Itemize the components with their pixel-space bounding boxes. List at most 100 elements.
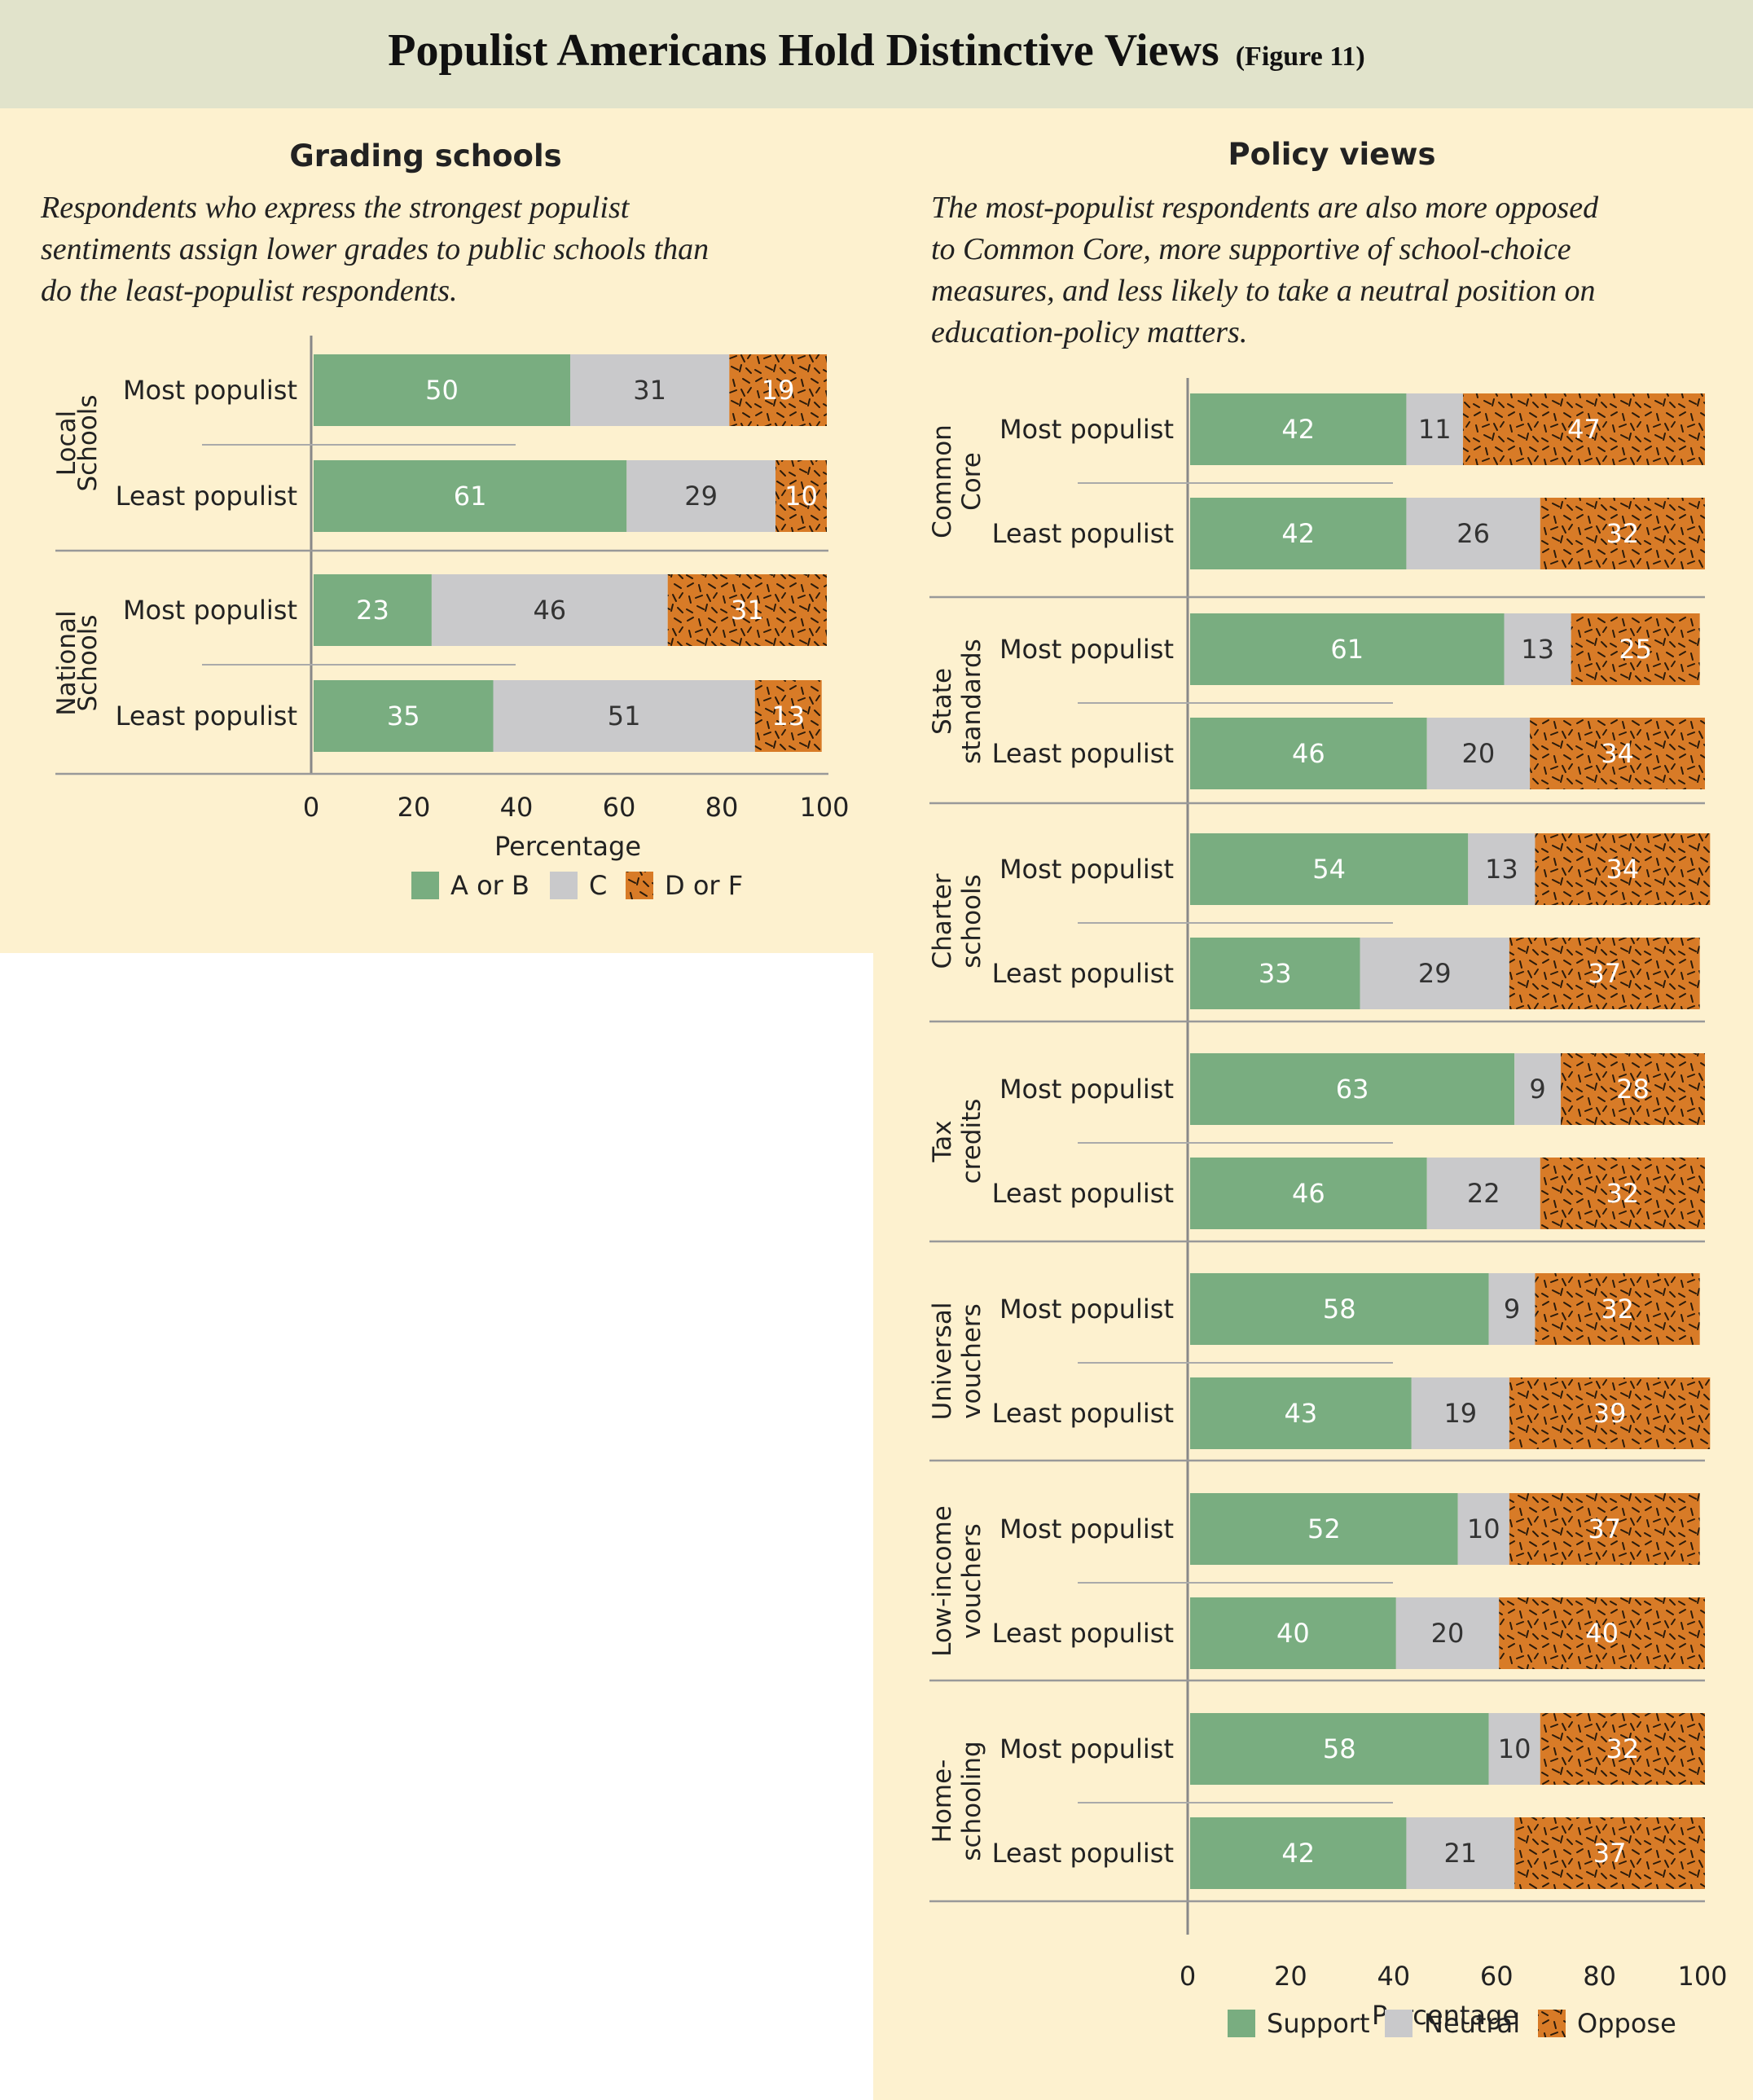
data-label: 58 [1323,1733,1356,1764]
bar-segment [1535,833,1711,905]
bar-segment [1190,938,1360,1009]
bar-segment [1426,1158,1540,1229]
row-label: Most populist [1000,1074,1174,1105]
data-label: 10 [1498,1733,1531,1764]
data-label: 46 [533,595,566,626]
bar-segment [431,574,668,646]
bar-segment [729,354,827,426]
bar-segment [667,574,827,646]
right-subtitle-line: to Common Core, more supportive of schoo… [931,232,1571,266]
figure-header: Populist Americans Hold Distinctive View… [0,0,1753,108]
data-label: 46 [1292,1178,1325,1209]
bar-segment [775,460,827,532]
right-subtitle-line: education-policy matters. [931,315,1248,349]
bar-segment [1509,938,1700,1009]
row-label: Least populist [992,1178,1174,1209]
group-label: schools [957,874,986,969]
data-label: 34 [1601,738,1634,769]
legend-label: Support [1267,2008,1370,2039]
legend-swatch [626,872,653,899]
left-subtitle-line: sentiments assign lower grades to public… [41,232,710,266]
bar-segment [1190,718,1427,789]
data-label: 40 [1585,1618,1619,1649]
data-label: 13 [1485,854,1518,885]
bar-segment [1360,938,1509,1009]
row-label: Least populist [992,738,1174,769]
data-label: 32 [1606,1178,1640,1209]
bar-segment [493,680,755,752]
bar-segment [1190,1493,1458,1565]
bar-segment [1488,1713,1540,1785]
x-axis-title: Percentage [494,831,641,862]
bar-segment [314,680,494,752]
figure-title-text: Populist Americans Hold Distinctive View… [388,25,1219,76]
bar-segment [1499,1597,1705,1669]
bar-segment [1190,1377,1412,1449]
bar-segment [1561,1053,1705,1125]
row-label: Most populist [1000,1733,1174,1764]
data-label: 35 [387,701,420,731]
data-label: 19 [1443,1398,1477,1429]
bar-segment [1190,1597,1396,1669]
group-label: Local [52,411,81,476]
data-label: 32 [1606,518,1640,549]
group-label: National [52,610,81,715]
bar-segment [1509,1377,1711,1449]
row-label: Least populist [992,1838,1174,1869]
data-label: 51 [608,701,641,731]
bar-segment [1457,1493,1509,1565]
data-label: 20 [1431,1618,1465,1649]
row-label: Most populist [123,375,297,406]
x-tick-label: 20 [398,792,431,823]
bar-segment [1395,1597,1500,1669]
data-label: 46 [1292,738,1325,769]
row-label: Least populist [992,518,1174,549]
bar-segment [1190,1053,1515,1125]
legend-swatch [550,872,578,899]
data-label: 54 [1312,854,1346,885]
data-label: 42 [1281,414,1315,445]
bar-segment [314,574,432,646]
group-label: State [928,668,957,735]
bar-segment [570,354,730,426]
data-label: 29 [1418,958,1452,989]
bar-segment [1514,1817,1705,1889]
group-label: Universal [928,1303,957,1421]
x-tick-label: 80 [1583,1961,1616,1992]
bar-segment [1540,498,1705,569]
data-label: 40 [1276,1618,1310,1649]
bar-segment [626,460,775,532]
row-label: Most populist [1000,1294,1174,1325]
group-label: Low-income [928,1505,957,1657]
bar-segment [1540,1158,1705,1229]
bar-segment [1190,833,1469,905]
bar-segment [1509,1493,1700,1565]
bar-segment [1488,1273,1536,1345]
right-panel-subtitle: The most-populist respondents are also m… [931,187,1746,354]
data-label: 10 [1467,1513,1500,1544]
group-label: Charter [928,873,957,969]
bar-segment [1535,1273,1700,1345]
data-label: 50 [425,375,459,406]
x-tick-label: 20 [1274,1961,1307,1992]
bar-segment [1406,393,1463,465]
row-label: Most populist [1000,634,1174,665]
data-label: 9 [1529,1074,1545,1105]
row-label: Most populist [1000,854,1174,885]
x-tick-label: 40 [500,792,534,823]
bar-segment [1504,613,1571,685]
data-label: 31 [633,375,666,406]
legend-swatch [1538,2010,1566,2037]
data-label: 47 [1567,414,1601,445]
legend-swatch [1385,2010,1413,2037]
x-tick-label: 80 [705,792,739,823]
legend-label: C [589,870,607,901]
row-label: Most populist [123,595,297,626]
data-label: 28 [1616,1074,1650,1105]
group-label: Schools [73,614,103,711]
group-label: Home- [928,1760,957,1843]
left-panel-subtitle: Respondents who express the strongest po… [41,187,855,312]
bar-segment [1530,718,1705,789]
figure-title: Populist Americans Hold Distinctive View… [0,24,1753,77]
legend-swatch [411,872,439,899]
